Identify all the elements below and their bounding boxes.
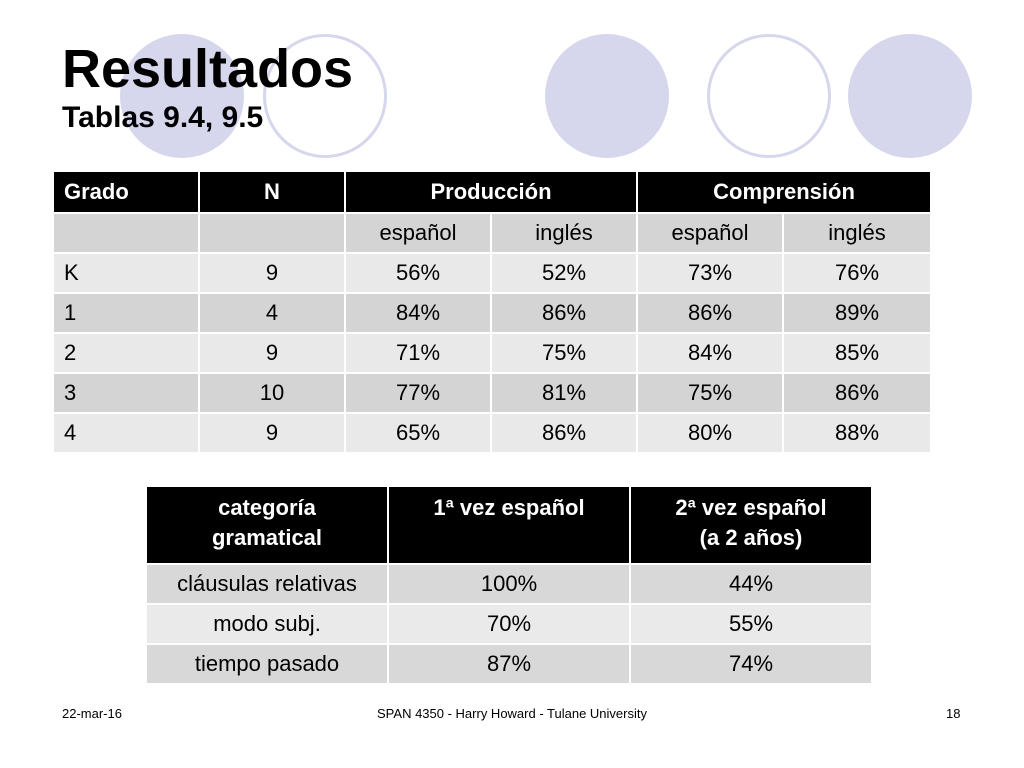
table-cell: 89% xyxy=(782,292,933,334)
table-cell: K xyxy=(52,252,200,294)
table-row: tiempo pasado 87% 74% xyxy=(145,643,873,685)
subheader-cell xyxy=(198,212,346,254)
table-cell: 88% xyxy=(782,412,933,454)
table-cell: 86% xyxy=(636,292,785,334)
table-cell: 9 xyxy=(198,252,346,294)
table-cell: 74% xyxy=(629,643,873,685)
table-cell: tiempo pasado xyxy=(145,643,389,685)
table-cell: 81% xyxy=(489,372,639,414)
table-cell: 100% xyxy=(387,563,631,605)
table-row: modo subj. 70% 55% xyxy=(145,603,873,645)
header-line: categoría xyxy=(218,495,316,520)
footer-page-number: 18 xyxy=(946,706,961,721)
table-cell: 85% xyxy=(782,332,933,374)
decorative-ring-1 xyxy=(263,34,387,158)
header-n: N xyxy=(198,170,346,214)
table-row: K 9 56% 52% 73% 76% xyxy=(52,252,933,294)
table-subheader-row: español inglés español inglés xyxy=(52,212,933,254)
table-cell: cláusulas relativas xyxy=(145,563,389,605)
table-cell: 52% xyxy=(489,252,639,294)
footer-date: 22-mar-16 xyxy=(62,706,122,721)
table-row: 1 4 84% 86% 86% 89% xyxy=(52,292,933,334)
subheader-cell: español xyxy=(344,212,492,254)
subheader-cell xyxy=(52,212,200,254)
table-cell: 73% xyxy=(636,252,785,294)
subheader-cell: español xyxy=(636,212,785,254)
results-table-grade: Grado N Producción Comprensión español i… xyxy=(52,170,933,454)
decorative-circle-1 xyxy=(120,34,244,158)
title-block: Resultados Tablas 9.4, 9.5 xyxy=(62,40,353,136)
table-cell: 76% xyxy=(782,252,933,294)
table-cell: 86% xyxy=(782,372,933,414)
results-table-category: categoría gramatical 1ª vez español 2ª v… xyxy=(145,485,873,685)
footer-course: SPAN 4350 - Harry Howard - Tulane Univer… xyxy=(377,706,647,721)
table-cell: 10 xyxy=(198,372,346,414)
table-cell: 75% xyxy=(636,372,785,414)
slide-title: Resultados xyxy=(62,39,354,99)
table-cell: 71% xyxy=(344,332,492,374)
header-line: 1ª vez español xyxy=(433,495,585,520)
header-line: 2ª vez español xyxy=(675,495,827,520)
header-comprension: Comprensión xyxy=(636,170,933,214)
table-cell: modo subj. xyxy=(145,603,389,645)
subheader-cell: inglés xyxy=(489,212,639,254)
table-header-row: categoría gramatical 1ª vez español 2ª v… xyxy=(145,485,873,565)
table-row: 4 9 65% 86% 80% 88% xyxy=(52,412,933,454)
table-row: 3 10 77% 81% 75% 86% xyxy=(52,372,933,414)
table-cell: 56% xyxy=(344,252,492,294)
table-cell: 4 xyxy=(198,292,346,334)
table-cell: 75% xyxy=(489,332,639,374)
table-cell: 70% xyxy=(387,603,631,645)
header-line: (a 2 años) xyxy=(699,525,803,550)
decorative-circle-3 xyxy=(848,34,972,158)
table-cell: 4 xyxy=(52,412,200,454)
table-cell: 84% xyxy=(636,332,785,374)
table-cell: 77% xyxy=(344,372,492,414)
table-cell: 9 xyxy=(198,332,346,374)
header-primera-vez: 1ª vez español xyxy=(387,485,631,565)
table-cell: 86% xyxy=(489,292,639,334)
header-line: gramatical xyxy=(211,525,323,550)
header-produccion: Producción xyxy=(343,170,639,214)
slide-subtitle: Tablas 9.4, 9.5 xyxy=(62,101,264,134)
table-cell: 1 xyxy=(52,292,200,334)
table-cell: 65% xyxy=(344,412,492,454)
table-row: cláusulas relativas 100% 44% xyxy=(145,563,873,605)
header-categoria: categoría gramatical xyxy=(145,485,389,565)
table-cell: 87% xyxy=(387,643,631,685)
header-segunda-vez: 2ª vez español (a 2 años) xyxy=(629,485,873,565)
table-cell: 3 xyxy=(52,372,200,414)
table-cell: 9 xyxy=(198,412,346,454)
header-grado: Grado xyxy=(52,170,200,214)
table-row: 2 9 71% 75% 84% 85% xyxy=(52,332,933,374)
subheader-cell: inglés xyxy=(782,212,933,254)
table-cell: 44% xyxy=(629,563,873,605)
decorative-ring-2 xyxy=(707,34,831,158)
table-cell: 86% xyxy=(489,412,639,454)
table-cell: 2 xyxy=(52,332,200,374)
table-cell: 55% xyxy=(629,603,873,645)
table-cell: 84% xyxy=(344,292,492,334)
decorative-circle-2 xyxy=(545,34,669,158)
table-header-row: Grado N Producción Comprensión xyxy=(52,170,933,214)
table-cell: 80% xyxy=(636,412,785,454)
